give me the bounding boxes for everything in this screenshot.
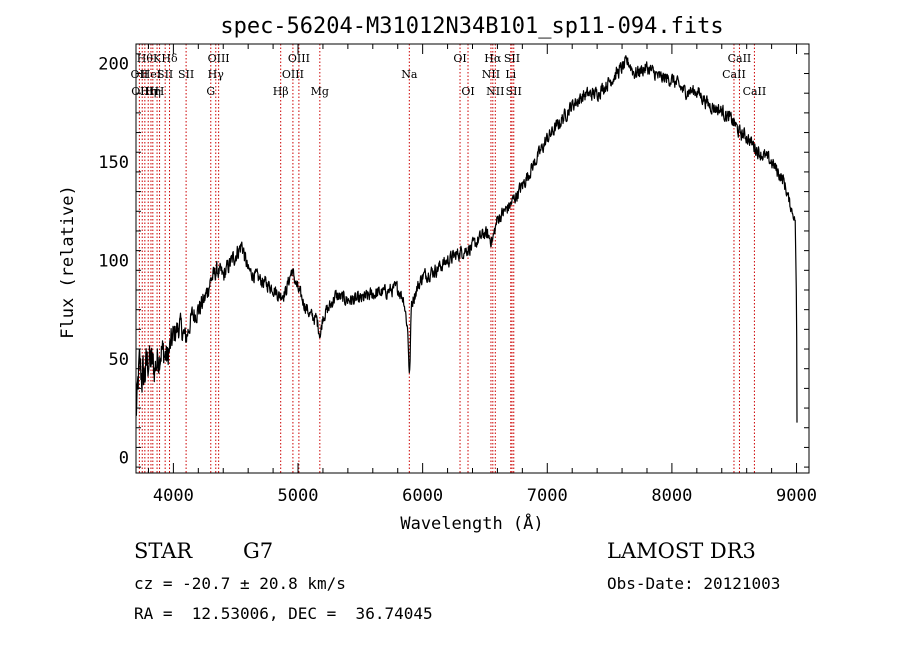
line-marker-label: NII	[482, 68, 500, 81]
line-marker-label: Li	[505, 68, 516, 81]
line-marker-label: Hη	[145, 85, 161, 98]
coordinates: RA = 12.53006, DEC = 36.74045	[134, 604, 433, 623]
y-tick-label: 50	[109, 350, 129, 370]
line-marker-label: SII	[506, 85, 522, 98]
line-marker-label: Mg	[311, 85, 329, 98]
line-marker-label: SII	[178, 68, 194, 81]
emission-line-markers	[138, 44, 755, 473]
x-tick-label: 4000	[153, 486, 194, 506]
emission-line-labels: OIIOIIIHθHηHeIHηKHSIIHδSIIGHγOIIIHβOIIIO…	[131, 52, 767, 98]
line-marker-label: CaII	[728, 52, 752, 65]
line-marker-label: H	[155, 85, 165, 98]
x-tick-label: 7000	[527, 486, 568, 506]
line-marker-label: CaII	[743, 85, 767, 98]
line-marker-label: K	[153, 52, 162, 65]
spectrum-line	[135, 55, 798, 423]
line-marker-label: Hβ	[273, 85, 289, 98]
line-marker-label: OI	[453, 52, 466, 65]
x-tick-label: 8000	[651, 486, 692, 506]
line-marker-label: OIII	[282, 68, 304, 81]
y-tick-label: 0	[119, 448, 129, 468]
y-tick-label: 200	[98, 55, 129, 75]
line-marker-label: Na	[401, 68, 418, 81]
line-marker-label: OIII	[131, 85, 153, 98]
line-marker-label: G	[206, 85, 215, 98]
x-axis-label: Wavelength (Å)	[400, 512, 543, 534]
line-marker-label: HeI	[141, 68, 161, 81]
x-tick-label: 9000	[776, 486, 817, 506]
line-marker-label: Hδ	[161, 52, 178, 65]
y-axis-label: Flux (relative)	[58, 185, 78, 339]
y-tick-label: 150	[98, 153, 129, 173]
line-marker-label: SII	[504, 52, 520, 65]
line-marker-label: OIII	[208, 52, 230, 65]
y-tick-label: 100	[98, 251, 129, 271]
line-marker-label: NII	[486, 85, 504, 98]
x-tick-label: 6000	[402, 486, 443, 506]
redshift-value: cz = -20.7 ± 20.8 km/s	[134, 574, 346, 593]
line-marker-label: OII	[131, 68, 149, 81]
observation-date: Obs-Date: 20121003	[607, 574, 781, 593]
chart-title: spec-56204-M31012N34B101_sp11-094.fits	[220, 14, 723, 39]
x-tick-label: 5000	[278, 486, 319, 506]
line-marker-label: OIII	[288, 52, 310, 65]
axis-tick-labels: 4000 5000 6000 7000 8000 9000 0 50 100 150 200	[98, 55, 817, 506]
object-subclass: G7	[243, 539, 274, 563]
line-marker-label: Hγ	[208, 68, 225, 81]
survey-name: LAMOST DR3	[607, 539, 756, 563]
line-marker-label: OI	[461, 85, 474, 98]
axis-ticks	[136, 44, 809, 473]
line-marker-label: SII	[157, 68, 173, 81]
line-marker-label: Hη	[140, 85, 156, 98]
line-marker-label: Hα	[484, 52, 502, 65]
line-marker-label: Hθ	[137, 52, 154, 65]
line-marker-label: CaII	[722, 68, 746, 81]
object-class: STAR	[134, 539, 193, 563]
